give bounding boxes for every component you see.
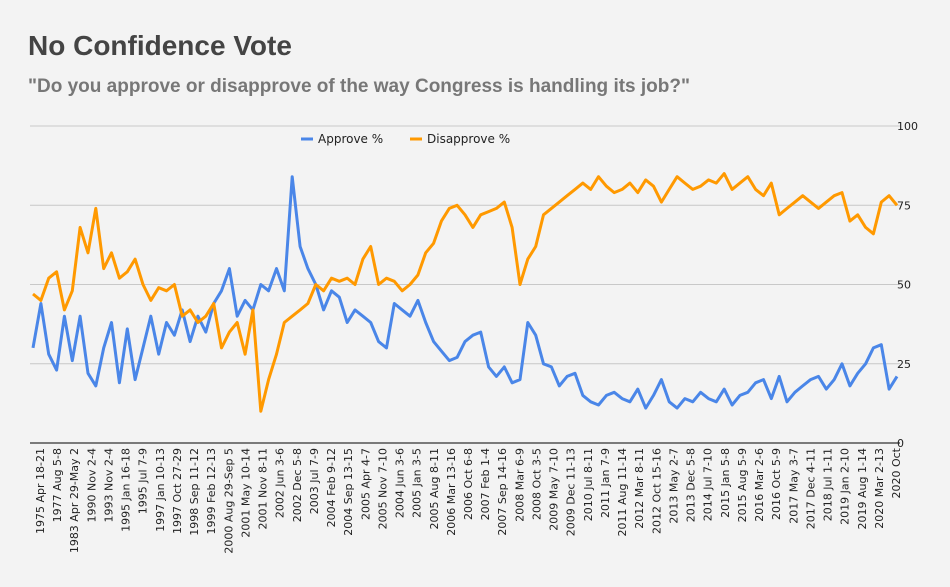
- x-tick-label: 2017 Dec 4-11: [804, 448, 817, 529]
- x-tick-label: 2007 Feb 1-4: [479, 448, 492, 520]
- x-tick-label: 2015 Jan 5-8: [719, 448, 732, 518]
- x-tick-label: 2005 Nov 7-10: [376, 448, 389, 529]
- x-tick-label: 2004 Feb 9-12: [325, 448, 338, 527]
- y-tick-label: 0: [897, 437, 904, 450]
- chart-title: No Confidence Vote: [28, 30, 292, 61]
- x-tick-label: 2013 May 2-7: [667, 448, 680, 524]
- x-tick-label: 2003 Jul 7-9: [308, 448, 321, 514]
- x-tick-label: 1999 Feb 12-13: [205, 448, 218, 534]
- x-tick-label: 1997 Jan 10-13: [154, 448, 167, 532]
- x-tick-label: 2020 Mar 2-13: [873, 448, 886, 529]
- x-tick-label: 2012 Oct 15-16: [650, 448, 663, 534]
- y-tick-label: 25: [897, 358, 911, 371]
- x-tick-label: 2006 Oct 6-8: [462, 448, 475, 520]
- x-tick-label: 2013 Dec 5-8: [685, 448, 698, 522]
- x-tick-label: 2009 Dec 11-13: [565, 448, 578, 536]
- y-tick-label: 50: [897, 279, 911, 292]
- x-tick-label: 2007 Sep 14-16: [496, 448, 509, 536]
- x-tick-label: 2019 Aug 1-14: [856, 448, 869, 529]
- x-tick-label: 2019 Jan 2-10: [839, 448, 852, 525]
- x-tick-label: 2017 May 3-7: [787, 448, 800, 524]
- x-tick-label: 2002 Dec 5-8: [291, 448, 304, 522]
- x-tick-label: 2014 Jul 7-10: [702, 448, 715, 521]
- x-tick-label: 2002 Jun 3-6: [274, 448, 287, 518]
- x-tick-label: 2008 Mar 6-9: [513, 448, 526, 522]
- x-tick-label: 2000 Aug 29-Sep 5: [222, 448, 235, 554]
- legend: Approve % Disapprove %: [301, 132, 510, 146]
- x-tick-label: 1993 Nov 2-4: [103, 448, 116, 522]
- gridlines: [30, 125, 900, 444]
- x-tick-label: 2010 Jul 8-11: [582, 448, 595, 521]
- x-tick-label: 2009 May 7-10: [548, 448, 561, 531]
- series-line-approve: [31, 175, 899, 410]
- x-tick-label: 2020 Oct: [890, 447, 903, 498]
- chart-subtitle: "Do you approve or disapprove of the way…: [28, 76, 690, 97]
- x-tick-label: 1998 Sep 11-12: [188, 448, 201, 536]
- x-tick-label: 1977 Aug 5-8: [51, 448, 64, 522]
- x-tick-label: 2016 Oct 5-9: [770, 448, 783, 520]
- x-tick-label: 2004 Sep 13-15: [342, 448, 355, 536]
- x-tick-label: 1983 Apr 29-May 2: [68, 448, 81, 553]
- x-tick-label: 1997 Oct 27-29: [171, 448, 184, 534]
- x-tick-label: 1995 Jul 7-9: [137, 448, 150, 514]
- x-tick-label: 2008 Oct 3-5: [531, 448, 544, 520]
- series-line-disapprove: [32, 172, 899, 413]
- x-tick-label: 2006 Mar 13-16: [445, 448, 458, 536]
- x-tick-label: 2015 Aug 5-9: [736, 448, 749, 522]
- x-tick-label: 2001 Nov 8-11: [257, 448, 270, 529]
- x-tick-label: 2018 Jul 1-11: [822, 448, 835, 521]
- x-tick-label: 1975 Apr 18-21: [34, 448, 47, 534]
- legend-label-approve: Approve %: [318, 132, 383, 146]
- series-lines: [31, 172, 899, 413]
- x-tick-label: 2005 Jan 3-5: [411, 448, 424, 518]
- x-tick-label: 2005 Aug 8-11: [428, 448, 441, 529]
- x-tick-label: 1995 Jan 16-18: [120, 448, 133, 532]
- x-tick-label: 2005 Apr 4-7: [359, 448, 372, 520]
- y-axis: 0 25 50 75 100: [897, 120, 918, 450]
- legend-label-disapprove: Disapprove %: [427, 132, 510, 146]
- x-tick-label: 2012 Mar 8-11: [633, 448, 646, 529]
- x-tick-label: 2011 Aug 11-14: [616, 448, 629, 536]
- x-tick-label: 2004 Jun 3-6: [394, 448, 407, 518]
- y-tick-label: 75: [897, 199, 911, 212]
- y-tick-label: 100: [897, 120, 918, 133]
- x-tick-label: 2011 Jan 7-9: [599, 448, 612, 518]
- x-tick-label: 2016 Mar 2-6: [753, 448, 766, 522]
- x-tick-label: 2001 May 10-14: [239, 448, 252, 538]
- x-tick-label: 1990 Nov 2-4: [85, 448, 98, 522]
- x-axis: 1975 Apr 18-21 1977 Aug 5-8 1983 Apr 29-Ma…: [34, 447, 903, 553]
